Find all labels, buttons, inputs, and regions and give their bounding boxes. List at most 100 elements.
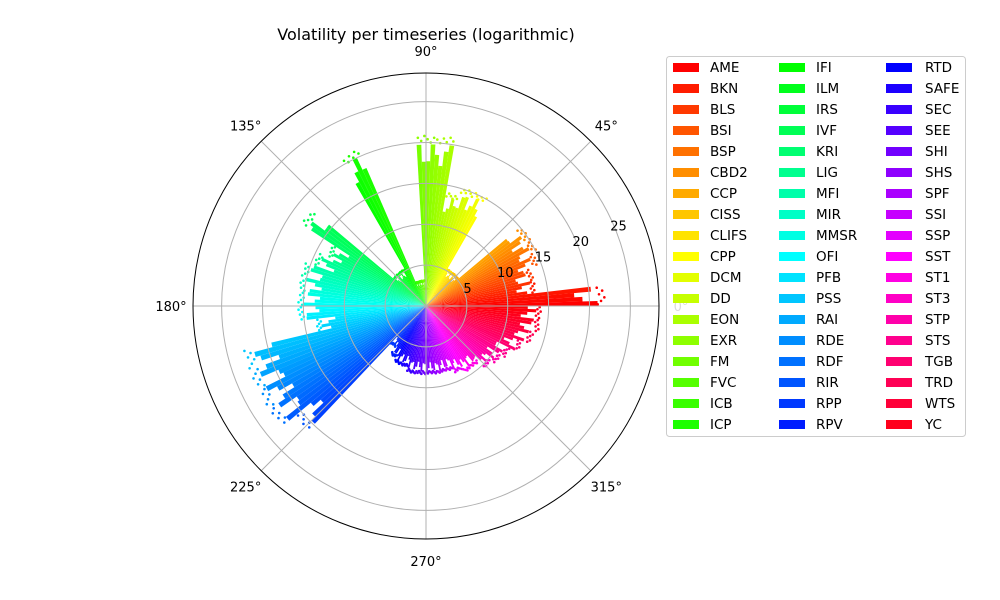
series-wedge-CLIFS	[426, 272, 448, 306]
legend-item-PSS: PSS	[779, 291, 841, 307]
scatter-point-STS	[504, 351, 508, 355]
legend-item-BSP: BSP	[673, 144, 736, 160]
scatter-point-IVF	[304, 224, 308, 227]
legend-label: SAFE	[925, 81, 959, 97]
series-wedge-LIG	[332, 259, 426, 306]
legend-swatch	[779, 294, 805, 303]
legend-label: BKN	[710, 81, 738, 97]
legend-item-ST3: ST3	[886, 291, 950, 307]
scatter-point-SHS	[430, 371, 434, 375]
legend-label: SHS	[925, 165, 952, 181]
scatter-point-DCM	[464, 191, 468, 195]
scatter-point-PFB	[319, 320, 323, 323]
series-wedge-MMSR	[307, 292, 426, 306]
legend-item-RPP: RPP	[779, 396, 842, 412]
scatter-point-YC	[536, 307, 539, 311]
series-wedge-ICP	[355, 181, 426, 306]
scatter-point-CPP	[475, 195, 479, 198]
series-wedge-ICB	[417, 283, 426, 306]
series-wedge-MMSR	[319, 296, 426, 306]
legend-item-ST1: ST1	[886, 270, 950, 286]
r-tick-label: 20	[572, 235, 589, 250]
legend-swatch	[779, 105, 805, 114]
series-wedge-ST3	[426, 306, 483, 356]
legend-item-KRI: KRI	[779, 144, 838, 160]
legend-label: CBD2	[710, 165, 748, 181]
series-wedge-STP	[426, 306, 488, 349]
scatter-point-YC	[539, 310, 542, 313]
series-wedge-CISS	[426, 278, 450, 306]
scatter-point-RIR	[296, 414, 300, 417]
scatter-point-ST1	[475, 359, 478, 362]
scatter-point-KRI	[333, 246, 337, 249]
scatter-point-BKN	[531, 284, 534, 288]
scatter-point-AME	[603, 296, 606, 299]
series-wedge-ST1	[426, 306, 468, 357]
legend-swatch	[886, 294, 912, 303]
scatter-point-STP	[498, 354, 501, 357]
legend-item-YC: YC	[886, 417, 942, 433]
legend-swatch	[673, 378, 699, 387]
legend-item-RTD: RTD	[886, 60, 952, 76]
legend-item-MMSR: MMSR	[779, 228, 857, 244]
scatter-point-RAI	[256, 382, 260, 386]
scatter-point-DD	[454, 194, 457, 198]
scatter-point-RDF	[283, 421, 286, 424]
scatter-point-OFI	[300, 310, 304, 314]
legend-label: CLIFS	[710, 228, 747, 244]
series-wedge-ST1	[426, 306, 467, 359]
legend-swatch	[779, 315, 805, 324]
scatter-point-RDF	[277, 411, 281, 415]
legend-label: RPP	[816, 396, 842, 412]
series-wedge-DCM	[426, 207, 459, 306]
theta-tick-label: 90°	[414, 45, 437, 60]
series-wedge-ICP	[354, 171, 426, 306]
legend-swatch	[779, 273, 805, 282]
series-wedge-OFI	[306, 306, 426, 320]
series-wedge-LIG	[321, 257, 426, 306]
scatter-point-ST3	[482, 364, 486, 368]
scatter-point-KRI	[329, 250, 332, 254]
scatter-point-TRD	[531, 333, 535, 336]
scatter-point-EXR	[419, 139, 423, 143]
legend-label: IVF	[816, 123, 837, 139]
series-wedge-DCM	[426, 196, 466, 306]
scatter-point-LIG	[314, 263, 317, 266]
scatter-point-EON	[436, 138, 439, 141]
series-wedge-BKN	[426, 290, 517, 306]
legend-swatch	[673, 273, 699, 282]
legend-label: RPV	[816, 417, 844, 433]
series-wedge-MIR	[305, 277, 426, 306]
r-tick-label: 5	[463, 282, 471, 297]
series-wedge-SSP	[426, 306, 456, 370]
series-wedge-DCM	[426, 209, 468, 306]
legend-swatch	[886, 189, 912, 198]
scatter-point-IVF	[302, 219, 306, 222]
scatter-point-MMSR	[301, 291, 305, 295]
series-wedge-CLIFS	[426, 275, 449, 306]
legend-swatch	[779, 420, 805, 429]
scatter-point-TRD	[526, 336, 529, 339]
series-wedge-TRD	[426, 306, 519, 334]
legend-swatch	[779, 168, 805, 177]
scatter-point-STS	[507, 347, 511, 351]
scatter-point-TGB	[516, 343, 519, 346]
legend-swatch	[673, 168, 699, 177]
scatter-point-STP	[492, 360, 496, 364]
legend-label: BSP	[710, 144, 736, 160]
legend-label: LIG	[816, 165, 838, 181]
legend-swatch	[779, 126, 805, 135]
legend-swatch	[779, 357, 805, 366]
theta-tick-label: 225°	[230, 480, 261, 495]
legend-swatch	[673, 315, 699, 324]
legend-swatch	[779, 210, 805, 219]
legend-item-SSI: SSI	[886, 207, 946, 223]
scatter-point-BLS	[525, 271, 529, 274]
scatter-point-RTD	[397, 362, 401, 366]
scatter-point-EXR	[416, 136, 420, 140]
series-wedge-SPF	[426, 306, 439, 365]
series-wedge-SAFE	[408, 306, 426, 360]
series-wedge-BSI	[426, 259, 520, 306]
outer-frame	[192, 72, 660, 540]
scatter-point-PFB	[317, 328, 321, 332]
